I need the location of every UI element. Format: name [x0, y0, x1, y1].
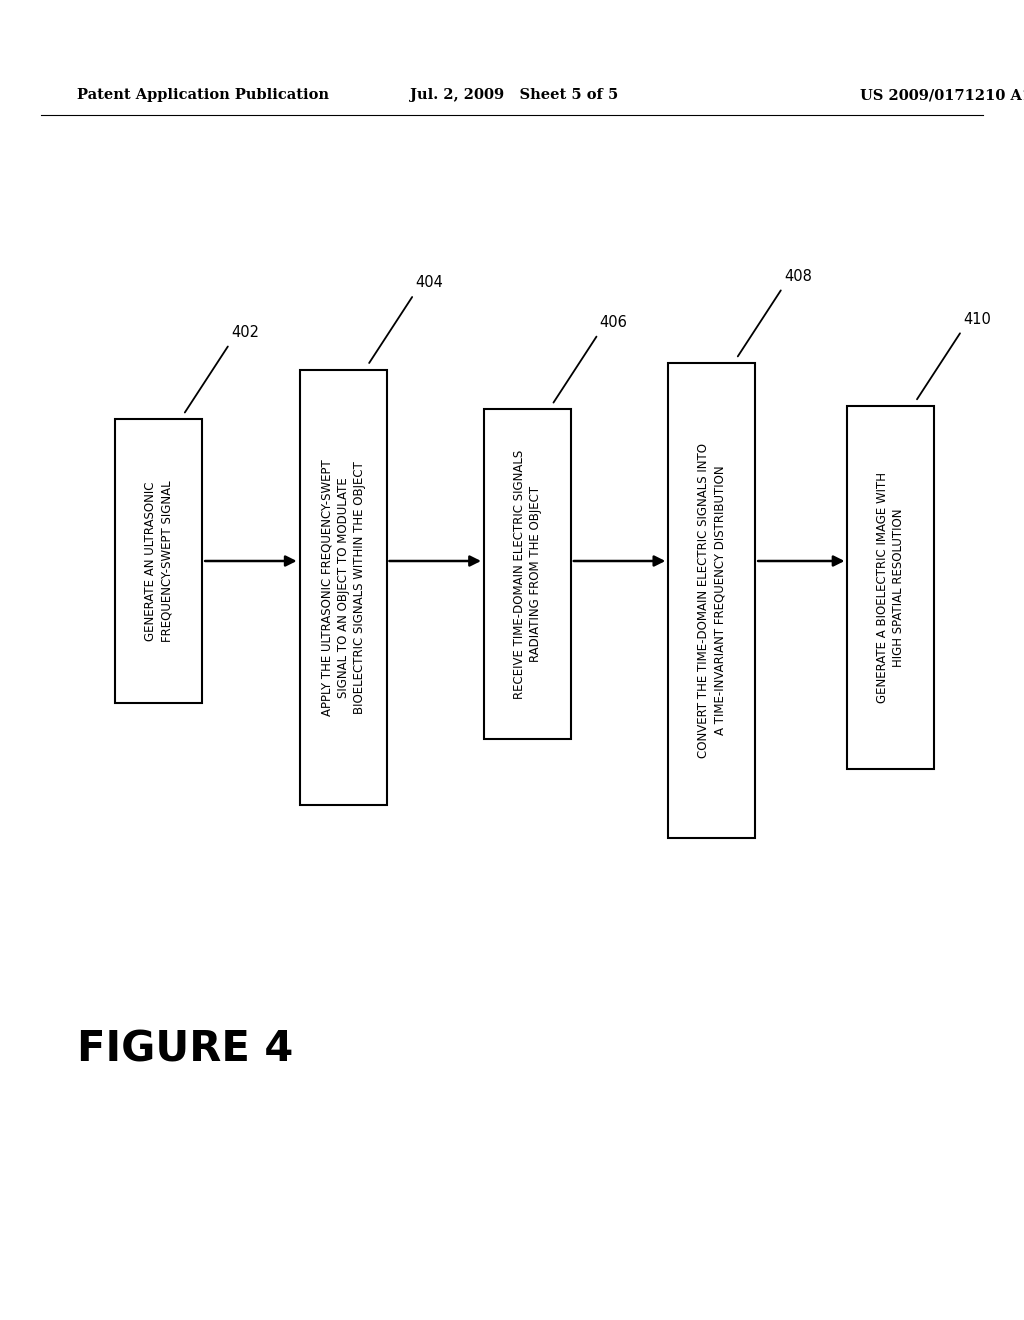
Text: Jul. 2, 2009   Sheet 5 of 5: Jul. 2, 2009 Sheet 5 of 5 — [410, 88, 617, 102]
Bar — [668, 363, 755, 838]
Bar — [115, 420, 203, 704]
Text: US 2009/0171210 A1: US 2009/0171210 A1 — [860, 88, 1024, 102]
Text: CONVERT THE TIME-DOMAIN ELECTRIC SIGNALS INTO
A TIME-INVARIANT FREQUENCY DISTRIB: CONVERT THE TIME-DOMAIN ELECTRIC SIGNALS… — [697, 444, 726, 758]
Text: Patent Application Publication: Patent Application Publication — [77, 88, 329, 102]
Text: 406: 406 — [600, 315, 628, 330]
Text: GENERATE AN ULTRASONIC
FREQUENCY-SWEPT SIGNAL: GENERATE AN ULTRASONIC FREQUENCY-SWEPT S… — [144, 480, 173, 642]
Text: RECEIVE TIME-DOMAIN ELECTRIC SIGNALS
RADIATING FROM THE OBJECT: RECEIVE TIME-DOMAIN ELECTRIC SIGNALS RAD… — [513, 450, 542, 698]
Text: 410: 410 — [963, 312, 991, 326]
Bar — [484, 409, 571, 739]
Text: FIGURE 4: FIGURE 4 — [77, 1028, 293, 1071]
Text: GENERATE A BIOELECTRIC IMAGE WITH
HIGH SPATIAL RESOLUTION: GENERATE A BIOELECTRIC IMAGE WITH HIGH S… — [877, 471, 905, 702]
Text: 402: 402 — [231, 325, 259, 339]
Text: APPLY THE ULTRASONIC FREQUENCY-SWEPT
SIGNAL TO AN OBJECT TO MODULATE
BIOELECTRIC: APPLY THE ULTRASONIC FREQUENCY-SWEPT SIG… — [321, 459, 366, 715]
Text: 408: 408 — [784, 269, 812, 284]
Bar — [848, 405, 934, 768]
Bar — [300, 370, 387, 805]
Text: 404: 404 — [416, 276, 443, 290]
